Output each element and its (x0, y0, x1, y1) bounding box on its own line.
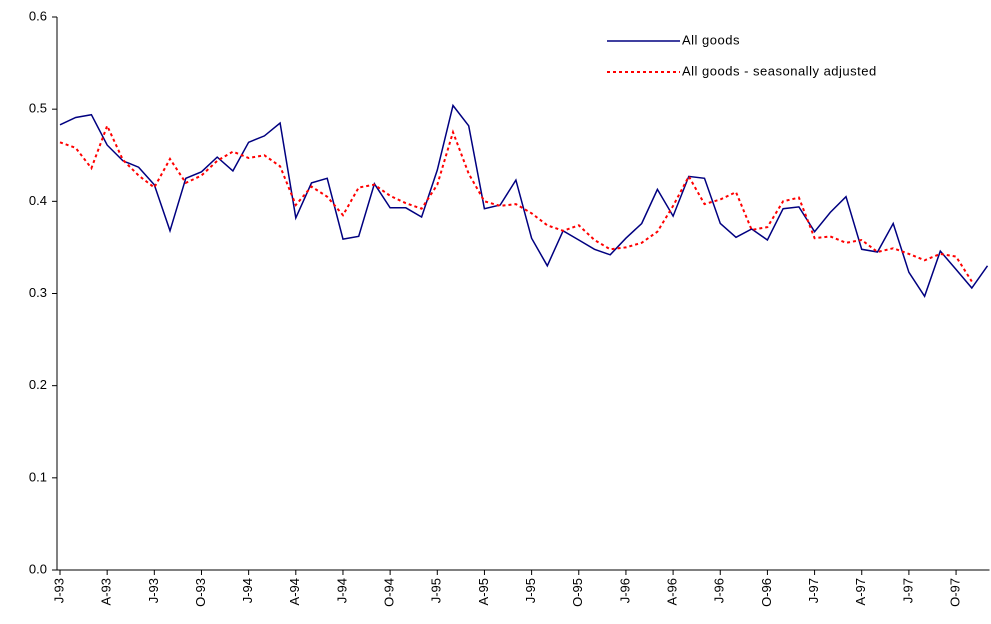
y-tick-label: 0.0 (29, 561, 47, 576)
legend-label: All goods - seasonally adjusted (682, 63, 877, 78)
x-tick-label: J-94 (334, 578, 349, 603)
x-tick-label: O-97 (947, 578, 962, 607)
x-tick-label: J-96 (712, 578, 727, 603)
x-tick-label: O-96 (759, 578, 774, 607)
x-tick-label: J-94 (240, 578, 255, 603)
x-tick-label: O-94 (382, 578, 397, 607)
x-tick-label: A-95 (476, 578, 491, 605)
series-line (59, 103, 989, 298)
x-tick-label: A-94 (287, 578, 302, 605)
x-tick-label: A-93 (99, 578, 114, 605)
x-tick-label: A-97 (853, 578, 868, 605)
y-tick-label: 0.5 (29, 101, 47, 116)
x-tick-label: O-93 (193, 578, 208, 607)
x-tick-label: J-95 (429, 578, 444, 603)
y-tick-label: 0.1 (29, 469, 47, 484)
x-tick-label: J-95 (523, 578, 538, 603)
legend-label: All goods (682, 32, 740, 47)
x-tick-label: J-93 (51, 578, 66, 603)
x-tick-label: J-93 (146, 578, 161, 603)
x-tick-label: J-96 (617, 578, 632, 603)
x-tick-label: J-97 (806, 578, 821, 603)
x-tick-label: A-96 (665, 578, 680, 605)
series-line (59, 123, 973, 283)
x-tick-label: O-95 (570, 578, 585, 607)
y-tick-label: 0.2 (29, 377, 47, 392)
x-tick-label: J-97 (900, 578, 915, 603)
y-tick-label: 0.3 (29, 285, 47, 300)
y-tick-label: 0.4 (29, 193, 47, 208)
y-tick-label: 0.6 (29, 8, 47, 23)
